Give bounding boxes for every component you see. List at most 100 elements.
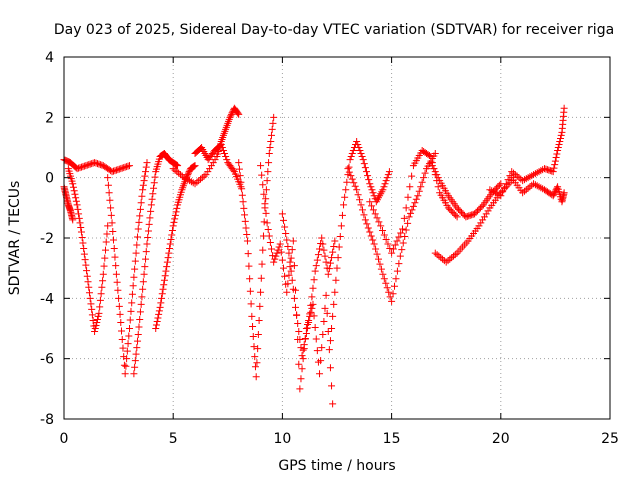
data-point <box>395 233 403 241</box>
data-point <box>395 260 403 268</box>
data-point <box>264 225 272 233</box>
data-point <box>553 184 561 192</box>
data-point <box>439 255 447 263</box>
data-point <box>490 188 498 196</box>
data-point <box>528 181 536 189</box>
data-point <box>478 202 486 210</box>
data-point <box>239 198 247 206</box>
data-point <box>279 264 287 272</box>
data-point <box>249 322 257 330</box>
data-point <box>132 249 140 257</box>
data-point <box>248 312 256 320</box>
data-point <box>520 187 528 195</box>
data-point <box>129 282 137 290</box>
data-point <box>326 259 334 267</box>
data-point <box>535 168 543 176</box>
data-point <box>140 177 148 185</box>
data-point <box>401 232 409 240</box>
data-point <box>326 364 334 372</box>
data-point <box>71 190 79 198</box>
axis-ticks: 0 5 10 15 20 25 -8 -6 -4 -2 0 2 4 <box>40 50 619 447</box>
data-point <box>318 234 326 242</box>
x-tick-label: 0 <box>60 431 69 447</box>
x-tick-label: 15 <box>383 431 401 447</box>
data-point <box>141 172 149 180</box>
data-point <box>245 262 253 270</box>
data-point <box>431 168 439 176</box>
data-point <box>178 172 186 180</box>
data-point <box>134 225 142 233</box>
data-point <box>95 309 103 317</box>
data-point <box>437 254 445 262</box>
data-point <box>340 201 348 209</box>
data-point <box>391 241 399 249</box>
data-point <box>163 263 171 271</box>
data-point <box>172 208 180 216</box>
data-point <box>152 325 160 332</box>
data-point <box>373 250 381 258</box>
data-point <box>336 232 344 240</box>
data-point <box>545 166 553 174</box>
data-point <box>144 233 152 241</box>
data-point <box>117 318 125 326</box>
data-point <box>73 201 81 209</box>
data-point <box>155 310 163 318</box>
data-point <box>281 272 289 280</box>
data-point <box>206 165 214 173</box>
y-tick-label: 0 <box>45 171 54 187</box>
data-point <box>75 164 83 172</box>
data-point <box>89 316 97 324</box>
data-point <box>81 256 89 264</box>
data-point <box>241 211 249 219</box>
data-point <box>520 176 528 184</box>
data-point <box>108 168 116 176</box>
data-point <box>451 251 459 259</box>
data-point <box>492 184 500 192</box>
data-point <box>457 208 465 216</box>
data-point <box>318 344 326 352</box>
data-point <box>342 186 350 194</box>
data-point <box>304 324 312 332</box>
data-point <box>126 316 134 324</box>
data-point <box>143 159 151 167</box>
data-point <box>319 240 327 248</box>
data-point <box>549 192 557 200</box>
data-point <box>286 258 294 266</box>
data-point <box>169 222 177 230</box>
data-point <box>110 245 118 253</box>
data-point <box>433 171 441 179</box>
data-point <box>535 183 543 191</box>
data-point <box>266 144 274 151</box>
data-point <box>299 355 307 363</box>
data-point <box>551 161 559 169</box>
data-point <box>229 166 237 174</box>
series-arc-17 <box>486 104 568 200</box>
data-point <box>333 264 341 272</box>
data-point <box>142 163 150 171</box>
data-point <box>482 210 490 218</box>
data-point <box>136 315 144 323</box>
series-arc-4 <box>104 159 151 378</box>
data-point <box>296 385 304 393</box>
data-point <box>110 167 118 175</box>
data-point <box>162 267 170 275</box>
data-point <box>69 216 77 224</box>
y-axis-label: SDTVAR / TECUs <box>7 181 23 296</box>
data-point <box>146 214 154 222</box>
data-point <box>79 239 87 247</box>
data-point <box>112 270 120 278</box>
data-point <box>414 192 422 200</box>
data-point <box>456 207 464 215</box>
data-point <box>273 249 281 257</box>
data-point <box>288 246 296 254</box>
data-point <box>167 236 175 244</box>
data-point <box>97 290 105 298</box>
data-point <box>148 195 156 203</box>
data-point <box>353 137 361 145</box>
data-point <box>190 162 198 170</box>
data-point <box>302 330 310 338</box>
data-point <box>227 112 235 120</box>
data-point <box>309 284 317 292</box>
data-point <box>355 144 363 151</box>
data-point <box>279 216 287 224</box>
